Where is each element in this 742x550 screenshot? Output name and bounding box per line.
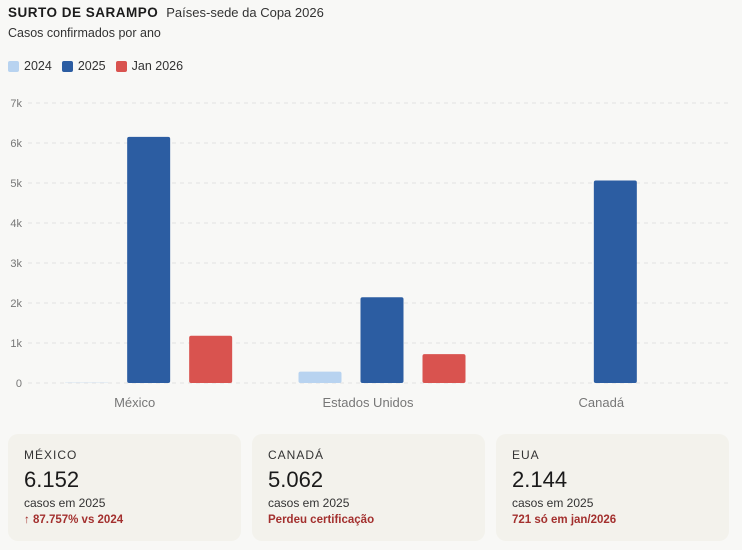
card-sub: casos em 2025 bbox=[512, 496, 594, 510]
chart-header: SURTO DE SARAMPO Países-sede da Copa 202… bbox=[8, 5, 324, 40]
bar-2025-0 bbox=[127, 136, 171, 383]
card-note: 721 só em jan/2026 bbox=[512, 514, 617, 526]
card-eua: EUA 2.144 casos em 2025 721 só em jan/20… bbox=[496, 434, 729, 541]
x-axis-labels: México Estados Unidos Canadá bbox=[114, 395, 625, 410]
y-tick-label: 4k bbox=[10, 218, 22, 230]
card-value: 5.062 bbox=[268, 467, 324, 492]
card-canada: CANADÁ 5.062 casos em 2025 Perdeu certif… bbox=[252, 434, 485, 541]
bar-chart: 0 1k 2k 3k 4k 5k 6k 7k México Estados Unidos Cana… bbox=[10, 98, 728, 410]
card-country: MÉXICO bbox=[24, 448, 78, 462]
card-mexico: MÉXICO 6.152 casos em 2025 ↑ 87.757% vs … bbox=[8, 434, 241, 541]
card-note-text: 87.757% vs 2024 bbox=[32, 514, 124, 526]
arrow-up-icon: ↑ bbox=[24, 514, 30, 526]
y-tick-label: 5k bbox=[10, 178, 22, 190]
card-sub: casos em 2025 bbox=[268, 496, 350, 510]
y-tick-label: 0 bbox=[16, 378, 22, 390]
legend: 2024 2025 Jan 2026 bbox=[8, 59, 185, 73]
legend-swatch-2024 bbox=[8, 60, 19, 72]
card-note: Perdeu certificação bbox=[268, 514, 375, 526]
y-tick-label: 1k bbox=[10, 338, 22, 350]
legend-label-2024: 2024 bbox=[24, 59, 52, 73]
y-tick-label: 6k bbox=[10, 138, 22, 150]
card-value: 6.152 bbox=[24, 467, 80, 492]
bar-2024-1 bbox=[298, 371, 342, 383]
legend-item-2024: 2024 bbox=[8, 59, 52, 73]
y-tick-label: 7k bbox=[10, 98, 22, 110]
legend-label-2025: 2025 bbox=[77, 59, 106, 73]
chart-subtitle: Países-sede da Copa 2026 bbox=[166, 5, 324, 20]
legend-label-jan2026: Jan 2026 bbox=[131, 59, 184, 73]
x-category-label: Estados Unidos bbox=[322, 395, 414, 410]
bar-2025-1 bbox=[360, 297, 404, 383]
chart-title: SURTO DE SARAMPO bbox=[8, 5, 159, 20]
summary-cards: MÉXICO 6.152 casos em 2025 ↑ 87.757% vs … bbox=[8, 434, 729, 541]
card-value: 2.144 bbox=[512, 467, 568, 492]
card-note: ↑ 87.757% vs 2024 bbox=[24, 514, 225, 526]
card-sub: casos em 2025 bbox=[24, 496, 106, 510]
card-country: CANADÁ bbox=[268, 448, 325, 462]
legend-swatch-2025 bbox=[61, 60, 73, 72]
legend-item-jan2026: Jan 2026 bbox=[115, 59, 184, 73]
bars bbox=[65, 136, 637, 383]
bar-jan-2026-1 bbox=[422, 354, 466, 383]
bar-2025-2 bbox=[593, 180, 637, 383]
y-tick-label: 3k bbox=[10, 258, 22, 270]
legend-swatch-jan2026 bbox=[115, 60, 127, 72]
card-country: EUA bbox=[512, 448, 540, 462]
x-category-label: Canadá bbox=[579, 395, 625, 410]
chart-caption: Casos confirmados por ano bbox=[8, 26, 161, 40]
y-axis-ticks: 0 1k 2k 3k 4k 5k 6k 7k bbox=[10, 98, 22, 390]
bar-jan-2026-0 bbox=[189, 335, 233, 383]
y-tick-label: 2k bbox=[10, 298, 22, 310]
x-category-label: México bbox=[114, 395, 155, 410]
legend-item-2025: 2025 bbox=[61, 59, 106, 73]
